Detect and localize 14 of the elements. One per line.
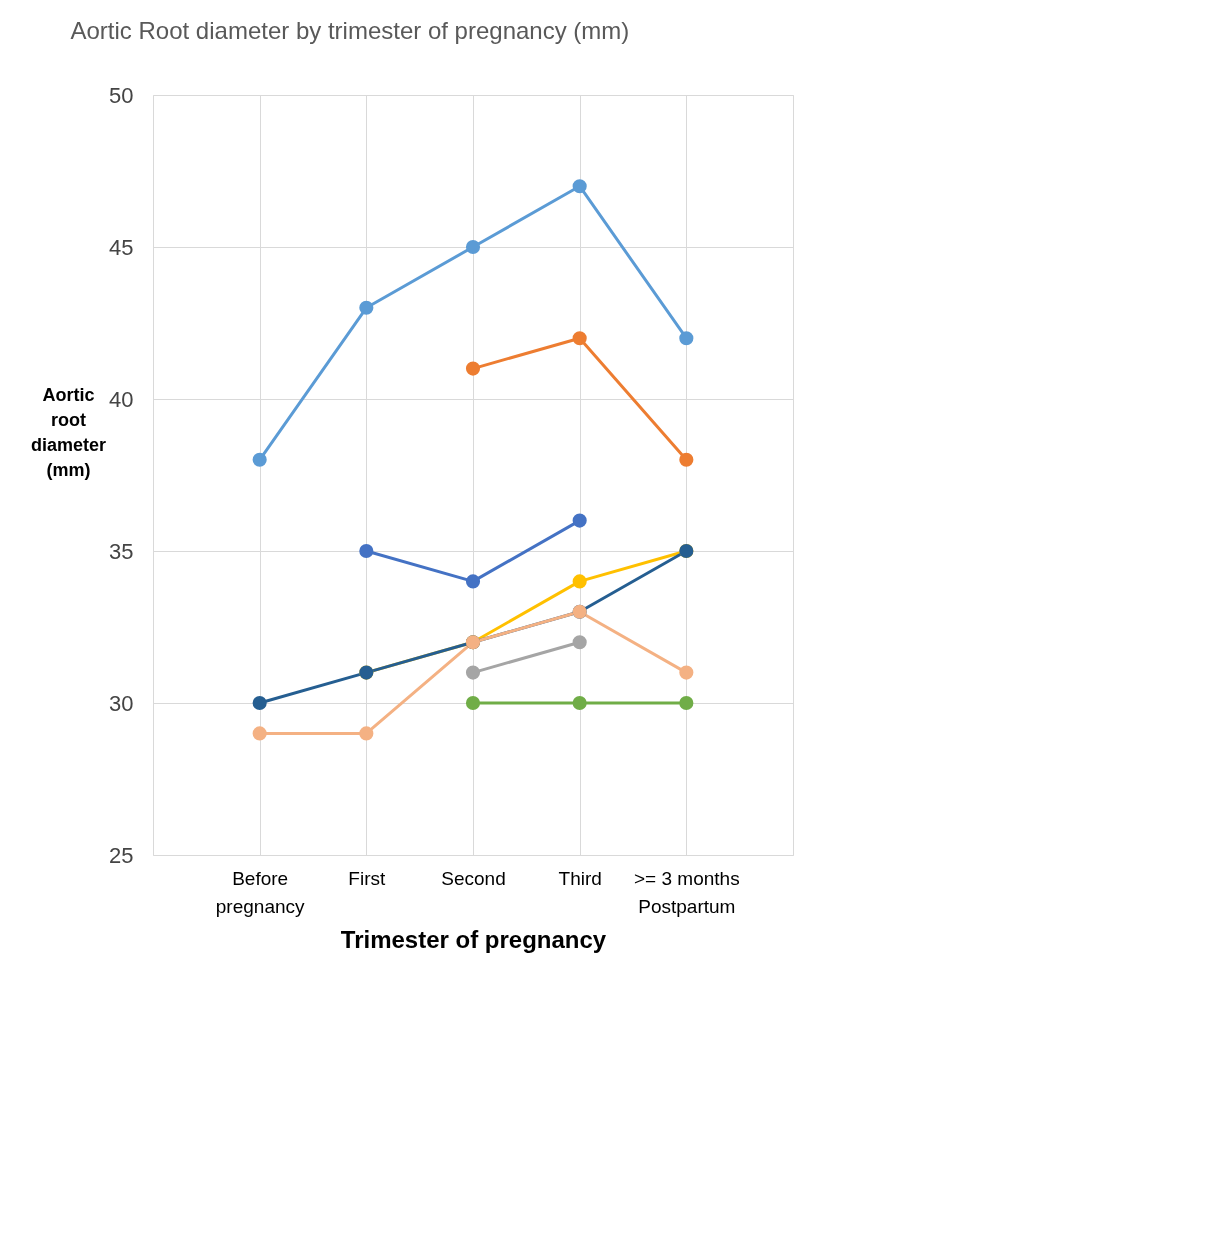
x-tick-label: >= 3 months Postpartum bbox=[634, 867, 740, 917]
x-tick-label: Before pregnancy bbox=[215, 867, 306, 917]
y-tick-label: 25 bbox=[109, 842, 134, 868]
y-tick-label: 45 bbox=[109, 234, 134, 260]
chart-title: Aortic Root diameter by trimester of pregnancy (mm) bbox=[70, 17, 630, 44]
y-tick-label: 40 bbox=[109, 386, 134, 412]
x-tick-label: First bbox=[348, 867, 387, 889]
y-tick-label: 50 bbox=[109, 82, 134, 108]
x-tick-label: Second bbox=[441, 867, 506, 889]
x-axis-title: Trimester of pregnancy bbox=[340, 925, 607, 953]
y-axis-title: Aortic root diameter (mm) bbox=[30, 384, 107, 480]
x-tick-label: Third bbox=[558, 867, 602, 889]
y-tick-label: 30 bbox=[109, 690, 134, 716]
y-tick-label: 35 bbox=[109, 538, 134, 564]
